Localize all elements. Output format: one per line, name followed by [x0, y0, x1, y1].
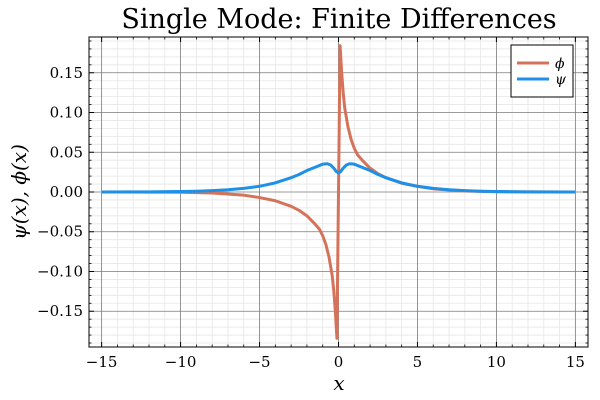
axis-ticks [89, 37, 588, 347]
y-tick-label: −0.05 [37, 223, 83, 241]
legend-label-psi: ψ [555, 72, 567, 88]
series-line-psi [101, 162, 576, 194]
x-tick-label: 10 [487, 353, 506, 371]
y-axis-label: ψ(x), ϕ(x) [7, 144, 31, 240]
y-tick-label: 0.00 [50, 183, 83, 201]
x-tick-labels: −15 −10 −5 0 5 10 15 [86, 353, 585, 371]
x-tick-label: −5 [248, 353, 270, 371]
chart-title: Single Mode: Finite Differences [121, 4, 556, 35]
x-tick-label: −10 [165, 353, 197, 371]
x-axis-label: x [333, 371, 344, 395]
x-tick-label: 0 [334, 353, 344, 371]
y-tick-label: 0.05 [50, 143, 83, 161]
y-tick-label: 0.15 [50, 64, 83, 82]
x-tick-label: 15 [566, 353, 585, 371]
x-tick-label: −15 [86, 353, 118, 371]
legend-label-phi: ϕ [555, 56, 565, 72]
legend-box [510, 44, 574, 98]
x-tick-label: 5 [413, 353, 423, 371]
y-tick-label: −0.15 [37, 302, 83, 320]
y-tick-labels: −0.15 −0.10 −0.05 0.00 0.05 0.10 0.15 [37, 64, 83, 320]
series-layer [101, 44, 576, 340]
y-tick-label: 0.10 [50, 104, 83, 122]
y-tick-label: −0.10 [37, 262, 83, 280]
legend: ϕ ψ [510, 44, 574, 98]
